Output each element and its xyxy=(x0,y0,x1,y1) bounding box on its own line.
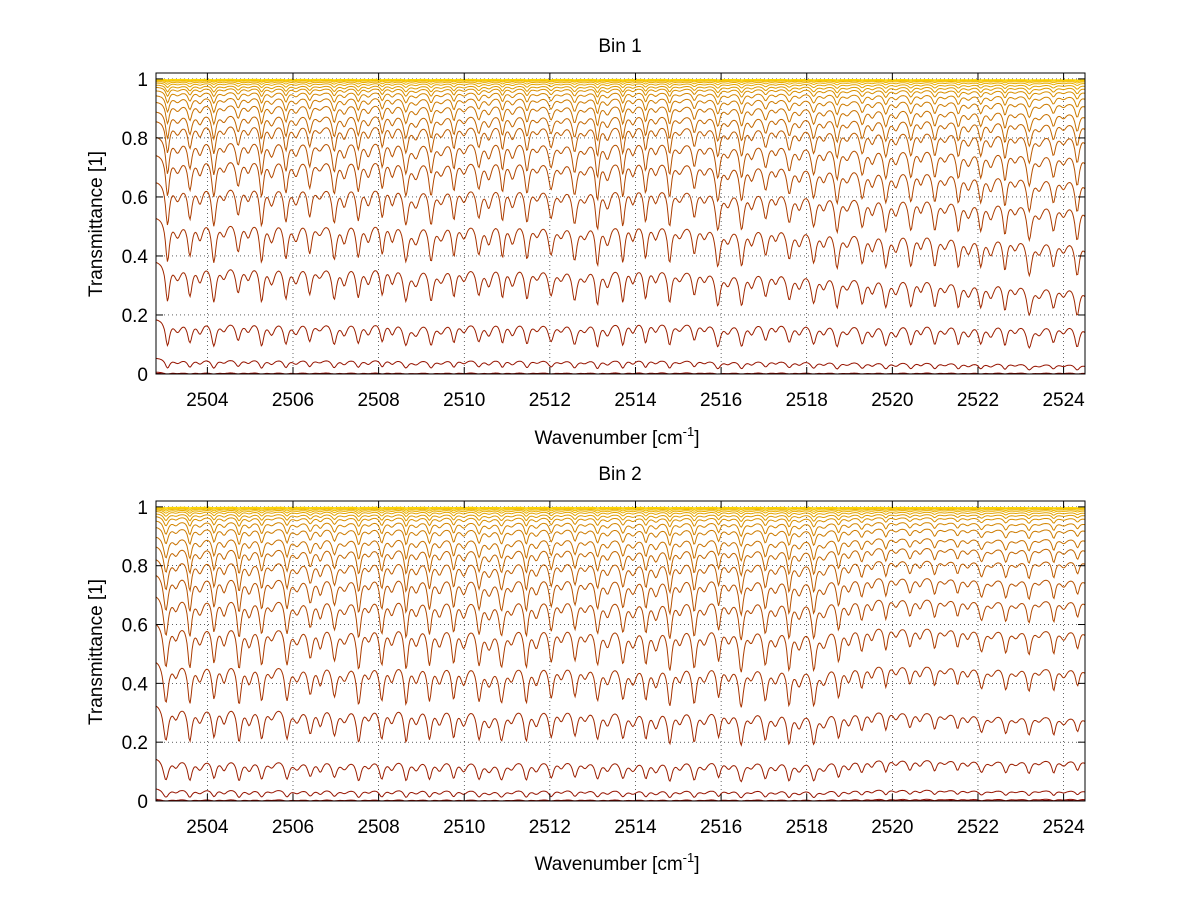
axis-ticks: 2504 2506 2508 2510 2512 2514 2516 2518 2520 2522… xyxy=(122,70,1086,411)
series-line xyxy=(155,559,1086,596)
series-line xyxy=(156,81,1086,87)
y-axis-label: Transmittance [1] xyxy=(86,151,107,297)
series-line xyxy=(156,78,1085,81)
axis-ticks: 2504 2506 2508 2510 2512 2514 2516 2518 2520 2522… xyxy=(122,498,1086,838)
series-line xyxy=(156,506,1085,509)
series-line xyxy=(155,357,1086,371)
x-tick-label: 2506 xyxy=(272,390,314,411)
series-line xyxy=(155,788,1086,799)
subplot-bin-1: Bin 1 2504 2506 2508 2510 2512 2514 2516 2518 25… xyxy=(86,36,1086,449)
series-line xyxy=(155,662,1086,708)
x-tick-label: 2516 xyxy=(700,390,742,411)
grid-lines xyxy=(156,73,1085,375)
subplot-title: Bin 1 xyxy=(598,36,641,57)
x-axis-label-suffix: ] xyxy=(694,854,699,875)
series-line xyxy=(155,95,1086,119)
x-tick-label: 2514 xyxy=(614,817,657,838)
y-tick-label: 0.2 xyxy=(122,733,148,754)
y-tick-label: 0.4 xyxy=(122,247,149,268)
x-axis-label: Wavenumber [cm-1] xyxy=(534,850,699,875)
plot-frame xyxy=(155,72,1086,375)
x-tick-label: 2504 xyxy=(186,390,229,411)
series-line xyxy=(155,536,1086,563)
x-axis-label-sup: -1 xyxy=(683,424,695,439)
x-tick-label: 2510 xyxy=(443,390,485,411)
series-line xyxy=(156,508,1085,512)
x-axis-label-main: Wavenumber [cm xyxy=(534,428,682,449)
series-line xyxy=(155,121,1086,165)
x-axis-label-sup: -1 xyxy=(683,850,695,865)
y-tick-label: 0.8 xyxy=(122,129,148,150)
series-line xyxy=(155,516,1086,528)
y-tick-label: 1 xyxy=(137,498,148,519)
x-axis-label: Wavenumber [cm-1] xyxy=(534,424,699,449)
x-tick-label: 2504 xyxy=(186,817,229,838)
series-line xyxy=(156,507,1085,511)
y-tick-label: 1 xyxy=(137,70,148,91)
plot-frame xyxy=(155,500,1086,802)
x-tick-label: 2522 xyxy=(957,817,999,838)
x-tick-label: 2506 xyxy=(272,817,314,838)
x-tick-label: 2524 xyxy=(1042,390,1085,411)
series-line xyxy=(155,546,1086,578)
series-line xyxy=(155,520,1086,538)
subplot-bin-2: Bin 2 2504 2506 2508 2510 2512 2514 2516 2518 25… xyxy=(86,464,1086,875)
series-line xyxy=(155,511,1086,518)
x-tick-label: 2518 xyxy=(786,390,828,411)
series-line xyxy=(155,261,1086,317)
x-tick-label: 2514 xyxy=(614,390,657,411)
x-tick-label: 2508 xyxy=(357,817,399,838)
x-tick-label: 2512 xyxy=(529,817,571,838)
x-tick-label: 2520 xyxy=(871,817,913,838)
subplot-title: Bin 2 xyxy=(598,464,641,485)
x-tick-label: 2520 xyxy=(871,390,913,411)
series-line xyxy=(155,319,1086,349)
series-line xyxy=(155,527,1086,548)
series-line xyxy=(155,758,1086,783)
y-tick-label: 0 xyxy=(137,365,148,386)
y-tick-label: 0 xyxy=(137,792,148,813)
x-tick-label: 2512 xyxy=(529,390,571,411)
series-line xyxy=(156,79,1085,83)
y-tick-label: 0.2 xyxy=(122,306,148,327)
series-line xyxy=(155,218,1086,278)
series-line xyxy=(155,84,1086,95)
x-axis-label-suffix: ] xyxy=(694,428,699,449)
series-line xyxy=(155,624,1086,673)
y-axis-label: Transmittance [1] xyxy=(86,579,107,725)
series-line xyxy=(155,111,1086,148)
y-tick-label: 0.4 xyxy=(122,674,149,695)
series-line xyxy=(156,509,1085,515)
x-tick-label: 2510 xyxy=(443,817,485,838)
x-tick-label: 2524 xyxy=(1042,817,1085,838)
series-line xyxy=(155,155,1086,214)
series-line xyxy=(155,82,1086,90)
x-tick-label: 2508 xyxy=(357,390,399,411)
series-line xyxy=(155,182,1086,243)
series-line xyxy=(156,87,1086,100)
y-tick-label: 0.6 xyxy=(122,188,148,209)
series-line xyxy=(155,596,1086,641)
x-axis-label-main: Wavenumber [cm xyxy=(534,854,682,875)
series-lines xyxy=(155,78,1086,375)
series-line xyxy=(155,513,1086,523)
x-tick-label: 2522 xyxy=(957,390,999,411)
series-line xyxy=(155,705,1086,747)
x-tick-label: 2518 xyxy=(786,817,828,838)
y-tick-label: 0.6 xyxy=(122,616,148,637)
series-line xyxy=(155,136,1086,188)
series-line xyxy=(155,90,1086,108)
series-lines xyxy=(155,506,1086,802)
series-line xyxy=(155,575,1086,617)
series-line xyxy=(155,102,1086,133)
y-tick-label: 0.8 xyxy=(122,557,148,578)
x-tick-label: 2516 xyxy=(700,817,742,838)
series-line xyxy=(156,80,1085,84)
